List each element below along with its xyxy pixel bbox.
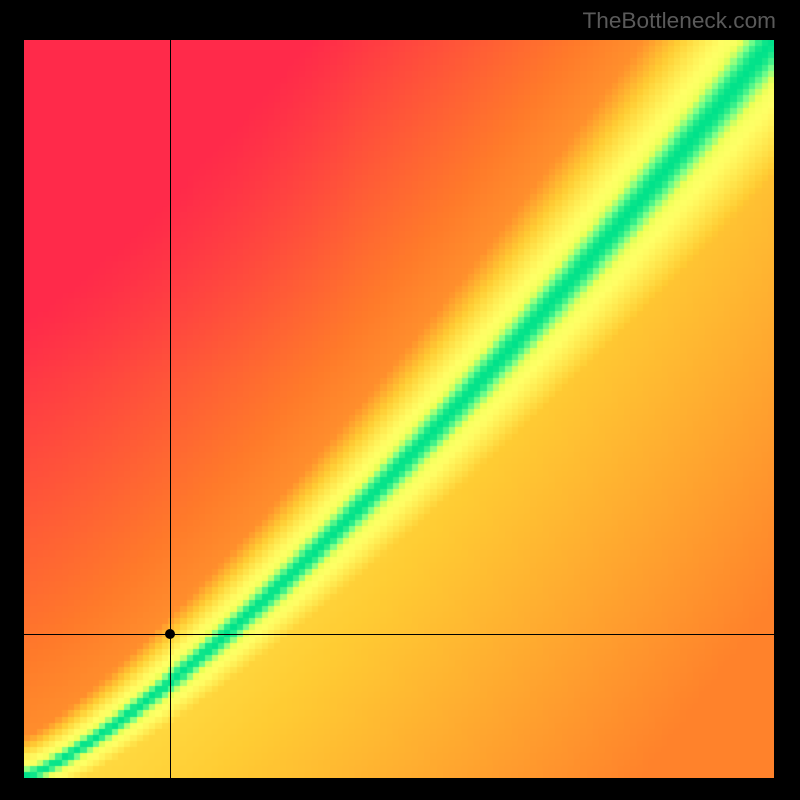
watermark-text: TheBottleneck.com: [582, 8, 776, 34]
heatmap-plot: [24, 40, 774, 778]
crosshair-horizontal: [24, 634, 774, 635]
crosshair-vertical: [170, 40, 171, 778]
crosshair-marker: [165, 629, 175, 639]
heatmap-canvas: [24, 40, 774, 778]
